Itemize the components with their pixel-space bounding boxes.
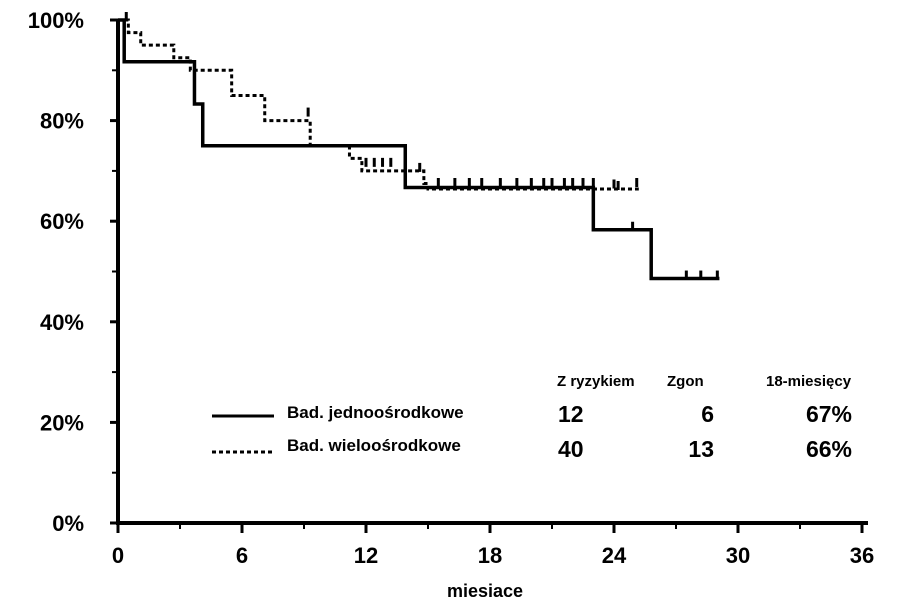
series-line-2: [118, 18, 639, 191]
y-tick-label-100: 100%: [28, 8, 84, 33]
legend-label-multi-center: Bad. wieloośrodkowe: [287, 436, 461, 455]
row2-survival-18m: 66%: [806, 436, 852, 462]
series-layer: [118, 18, 720, 281]
y-ticks: 0% 20% 40% 60% 80% 100%: [28, 8, 118, 536]
row1-at-risk: 12: [558, 401, 584, 427]
row1-deaths: 6: [701, 401, 714, 427]
series-line-1: [118, 18, 720, 281]
x-tick-label-18: 18: [478, 543, 502, 568]
legend-label-single-center: Bad. jednoośrodkowe: [287, 403, 464, 422]
legend: Bad. jednoośrodkowe Bad. wieloośrodkowe: [212, 403, 464, 455]
header-survival-18m: 18-miesięcy: [766, 373, 852, 390]
y-tick-label-40: 40%: [40, 310, 84, 335]
axes: [116, 20, 868, 525]
x-tick-label-30: 30: [726, 543, 750, 568]
row2-deaths: 13: [688, 436, 714, 462]
x-tick-label-24: 24: [602, 543, 627, 568]
row2-at-risk: 40: [558, 436, 584, 462]
censor-layer: [124, 12, 719, 280]
header-deaths: Zgon: [667, 373, 704, 390]
y-tick-label-20: 20%: [40, 410, 84, 435]
y-tick-label-60: 60%: [40, 209, 84, 234]
x-tick-label-6: 6: [236, 543, 248, 568]
y-tick-label-80: 80%: [40, 109, 84, 134]
header-at-risk: Z ryzykiem: [557, 373, 635, 390]
x-tick-label-36: 36: [850, 543, 874, 568]
x-axis-title: miesiace: [447, 581, 523, 601]
x-tick-label-12: 12: [354, 543, 378, 568]
y-tick-label-0: 0%: [52, 511, 84, 536]
risk-table: Z ryzykiem Zgon 18-miesięcy 12 6 67% 40 …: [557, 373, 852, 462]
x-tick-label-0: 0: [112, 543, 124, 568]
x-ticks: 0 6 12 18 24 30 36: [112, 523, 874, 568]
row1-survival-18m: 67%: [806, 401, 852, 427]
